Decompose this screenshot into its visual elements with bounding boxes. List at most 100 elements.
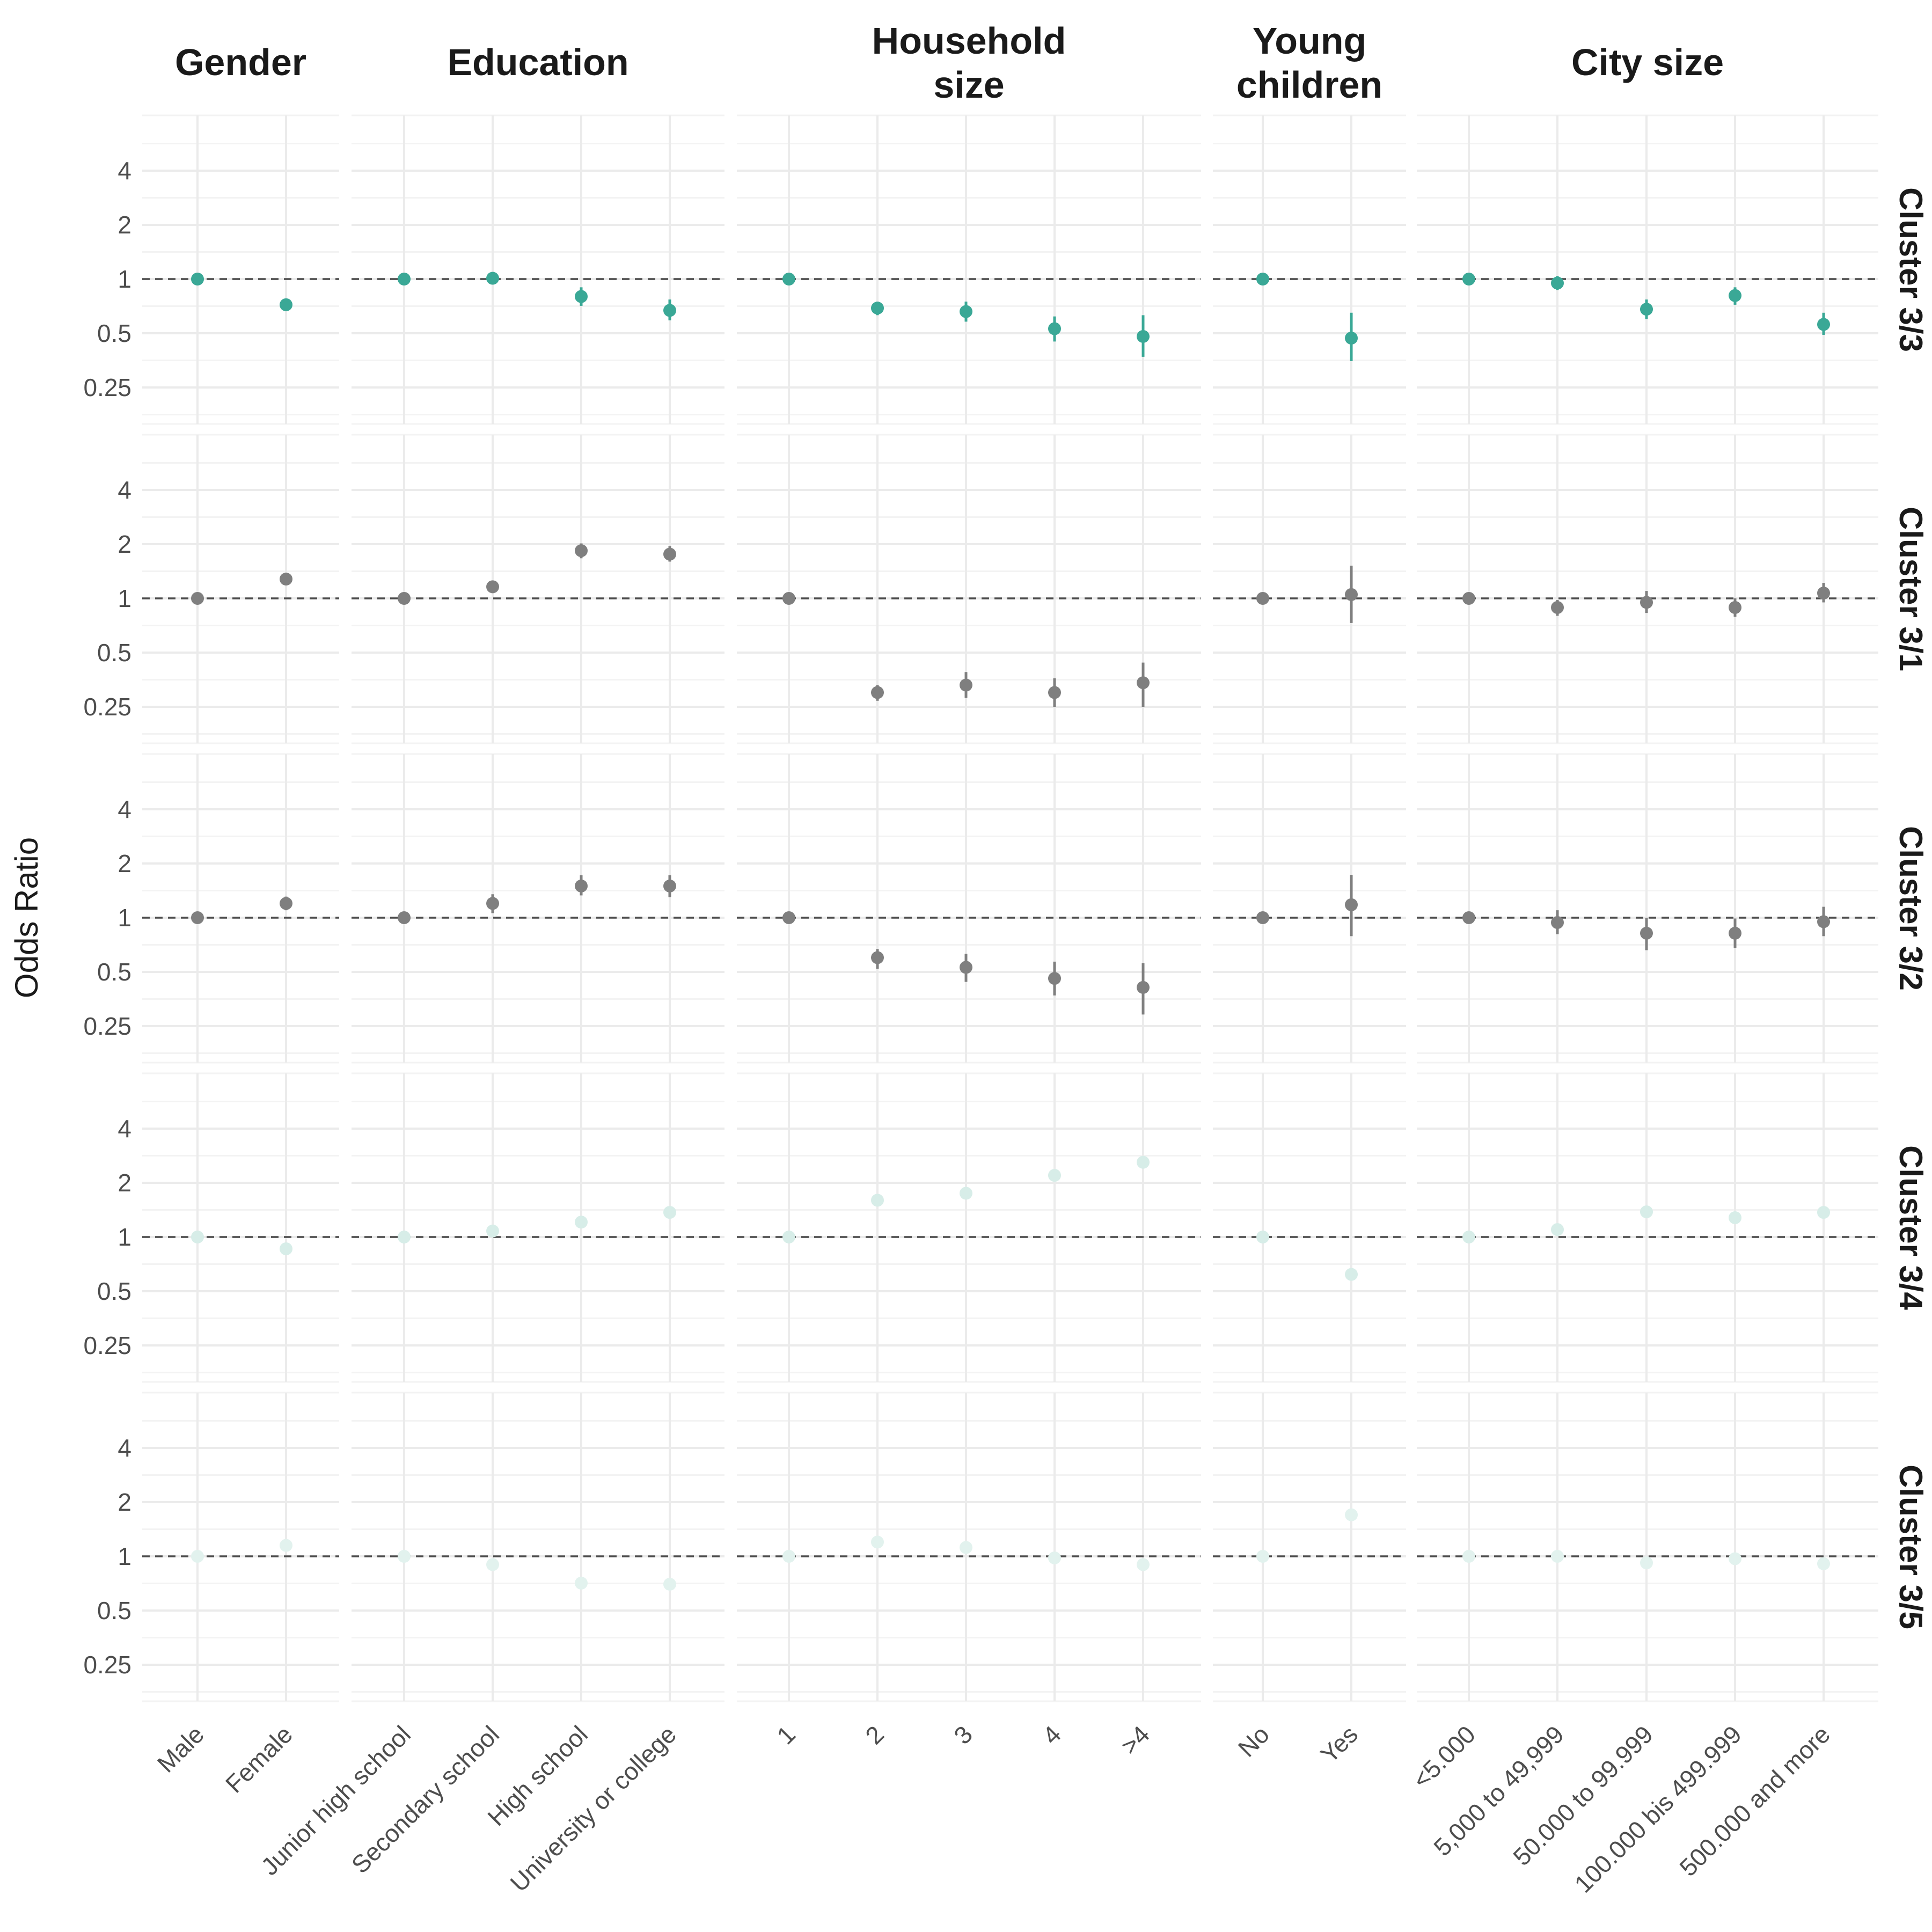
data-point — [280, 897, 292, 910]
y-tick-label: 2 — [118, 211, 131, 239]
y-tick-label: 4 — [118, 1434, 131, 1462]
column-title: Gender — [175, 41, 306, 83]
data-point — [1729, 289, 1741, 302]
column-title: City size — [1571, 41, 1724, 83]
row-title-cluster: Cluster 3/4 — [1893, 1145, 1929, 1310]
data-point — [1048, 1169, 1061, 1182]
data-point — [1256, 1550, 1269, 1563]
x-tick-label: University or college — [504, 1720, 682, 1897]
y-tick-label: 1 — [118, 1223, 131, 1251]
x-tick-label: 100.000 bis 499.999 — [1569, 1720, 1747, 1898]
data-point — [782, 1550, 795, 1563]
y-tick-label: 2 — [118, 1169, 131, 1197]
data-point — [1640, 1556, 1653, 1570]
y-tick-label: 2 — [118, 1488, 131, 1516]
data-point — [1729, 926, 1741, 940]
data-point — [1345, 332, 1358, 345]
data-point — [663, 1206, 676, 1219]
data-point — [191, 273, 204, 286]
data-point — [1048, 972, 1061, 985]
data-point — [486, 580, 499, 594]
data-point — [1817, 1206, 1830, 1219]
data-point — [782, 592, 795, 605]
data-point — [398, 592, 411, 605]
data-point — [1817, 1557, 1830, 1570]
y-tick-label: 0.5 — [97, 639, 131, 667]
data-point — [1048, 322, 1061, 335]
row-title-cluster: Cluster 3/5 — [1893, 1465, 1929, 1629]
data-point — [1137, 1558, 1150, 1571]
data-point — [1048, 686, 1061, 699]
data-point — [1462, 1231, 1475, 1243]
x-tick-label: 4 — [1037, 1720, 1066, 1750]
y-tick-label: 4 — [118, 795, 131, 823]
data-point — [398, 273, 411, 286]
x-tick-label: >4 — [1115, 1720, 1155, 1760]
data-point — [1137, 676, 1150, 690]
y-tick-label: 0.25 — [83, 1331, 131, 1359]
data-point — [663, 547, 676, 561]
y-axis-title: Odds Ratio — [9, 837, 45, 998]
row-title-cluster: Cluster 3/2 — [1893, 826, 1929, 991]
y-tick-label: 0.5 — [97, 1597, 131, 1624]
data-point — [1462, 273, 1475, 286]
y-tick-label: 2 — [118, 530, 131, 558]
x-tick-label: Female — [220, 1720, 298, 1798]
x-tick-label: <5.000 — [1407, 1720, 1481, 1794]
data-point — [1256, 1231, 1269, 1243]
x-tick-label: Secondary school — [346, 1720, 504, 1878]
data-point — [782, 911, 795, 924]
y-tick-label: 0.25 — [83, 693, 131, 721]
data-point — [280, 298, 292, 311]
x-tick-label: Yes — [1315, 1720, 1363, 1768]
y-tick-label: 0.5 — [97, 1277, 131, 1305]
x-tick-label: Male — [152, 1720, 209, 1777]
data-point — [191, 592, 204, 605]
data-point — [663, 1577, 676, 1591]
data-point — [486, 272, 499, 285]
data-point — [575, 544, 588, 558]
column-title: Household — [872, 20, 1066, 62]
data-point — [1256, 911, 1269, 924]
data-point — [1137, 330, 1150, 343]
data-point — [1640, 926, 1653, 940]
data-point — [398, 1550, 411, 1563]
data-point — [1345, 1268, 1358, 1281]
data-point — [1640, 1205, 1653, 1219]
data-point — [398, 1231, 411, 1243]
data-point — [575, 1576, 588, 1590]
data-point — [1345, 898, 1358, 911]
row-title-cluster: Cluster 3/1 — [1893, 507, 1929, 671]
data-point — [1551, 276, 1564, 290]
data-point — [280, 1539, 292, 1552]
data-point — [871, 302, 884, 315]
y-tick-label: 1 — [118, 1542, 131, 1570]
column-title: size — [933, 64, 1004, 106]
data-point — [1640, 596, 1653, 609]
column-title: Education — [447, 41, 628, 83]
data-point — [191, 911, 204, 924]
x-tick-label: 1 — [771, 1720, 801, 1750]
data-point — [1817, 587, 1830, 600]
data-point — [1462, 911, 1475, 924]
y-tick-label: 0.25 — [83, 1012, 131, 1040]
data-point — [1817, 318, 1830, 331]
data-point — [191, 1231, 204, 1243]
data-point — [1345, 588, 1358, 601]
data-point — [782, 273, 795, 286]
data-point — [871, 686, 884, 699]
data-point — [960, 305, 972, 318]
data-point — [398, 911, 411, 924]
data-point — [486, 897, 499, 910]
y-tick-label: 2 — [118, 850, 131, 877]
data-point — [1048, 1551, 1061, 1564]
column-title: Young — [1253, 20, 1367, 62]
data-point — [960, 1187, 972, 1200]
data-point — [1462, 592, 1475, 605]
data-point — [575, 879, 588, 892]
y-tick-label: 1 — [118, 584, 131, 612]
y-tick-label: 0.5 — [97, 319, 131, 347]
data-point — [1256, 273, 1269, 286]
data-point — [782, 1231, 795, 1243]
